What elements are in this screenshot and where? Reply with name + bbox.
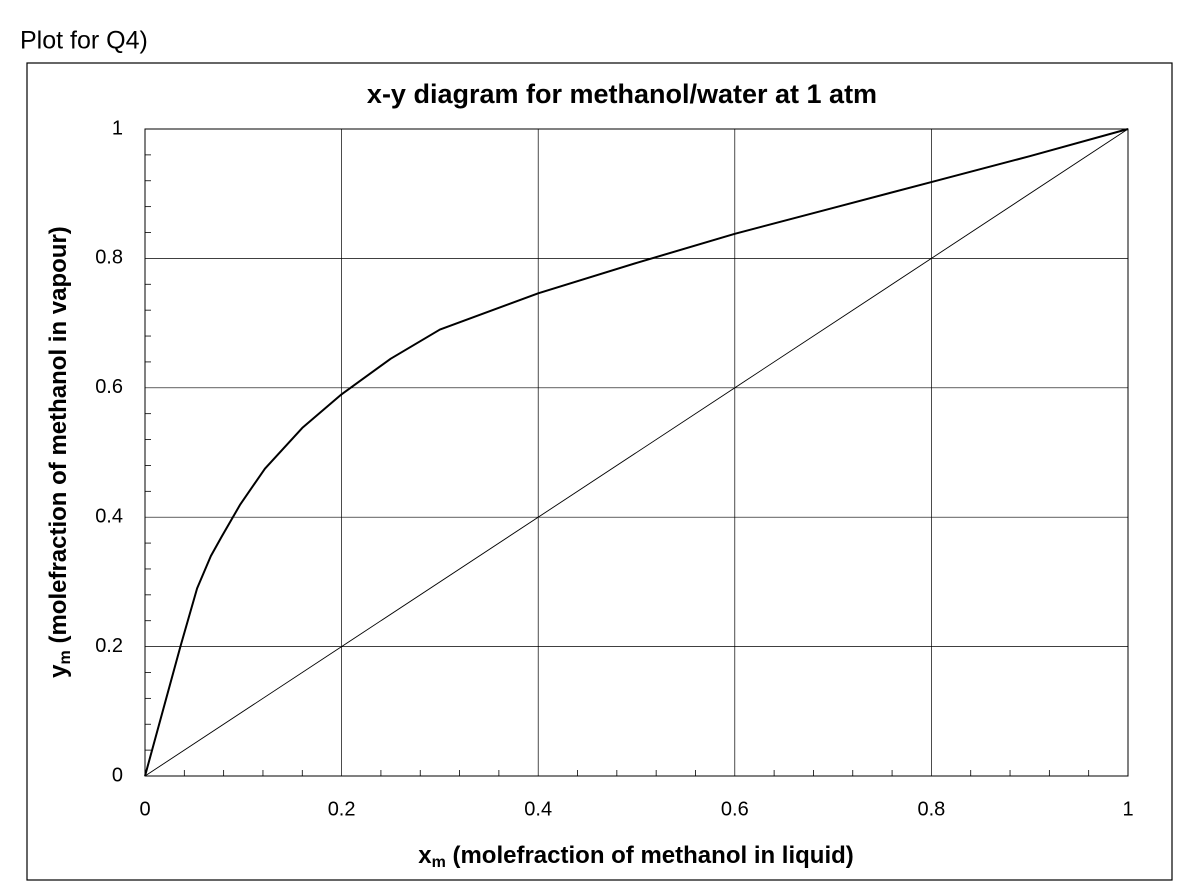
x-axis-label: xm (molefraction of methanol in liquid): [418, 842, 854, 871]
chart-title: x-y diagram for methanol/water at 1 atm: [367, 79, 877, 109]
plot-area-border: [144, 128, 1129, 777]
y-label-subscript: m: [57, 650, 74, 664]
page-heading: Plot for Q4): [20, 27, 148, 55]
y-tick-label: 0.4: [95, 505, 123, 527]
y-label-symbol: y: [45, 664, 72, 678]
y-tick-label: 1: [112, 117, 123, 139]
x-tick-label: 1: [1122, 798, 1133, 820]
x-label-symbol: x: [418, 842, 432, 869]
x-tick-label: 0.6: [721, 798, 749, 820]
x-tick-label: 0.2: [328, 798, 356, 820]
y-label-text: (molefraction of methanol in vapour): [45, 226, 72, 650]
x-label-subscript: m: [432, 854, 446, 871]
y-axis-label: ym (molefraction of methanol in vapour): [45, 226, 74, 678]
x-label-text: (molefraction of methanol in liquid): [446, 842, 854, 869]
x-tick-label: 0.8: [917, 798, 945, 820]
x-tick-label: 0: [139, 798, 150, 820]
y-tick-label: 0: [112, 764, 123, 786]
chart-frame: [26, 62, 1173, 881]
y-tick-label: 0.2: [95, 635, 123, 657]
x-tick-label: 0.4: [524, 798, 552, 820]
y-tick-label: 0.6: [95, 376, 123, 398]
series-line: [144, 128, 1129, 777]
series-line: [144, 128, 1129, 777]
y-tick-label: 0.8: [95, 247, 123, 269]
